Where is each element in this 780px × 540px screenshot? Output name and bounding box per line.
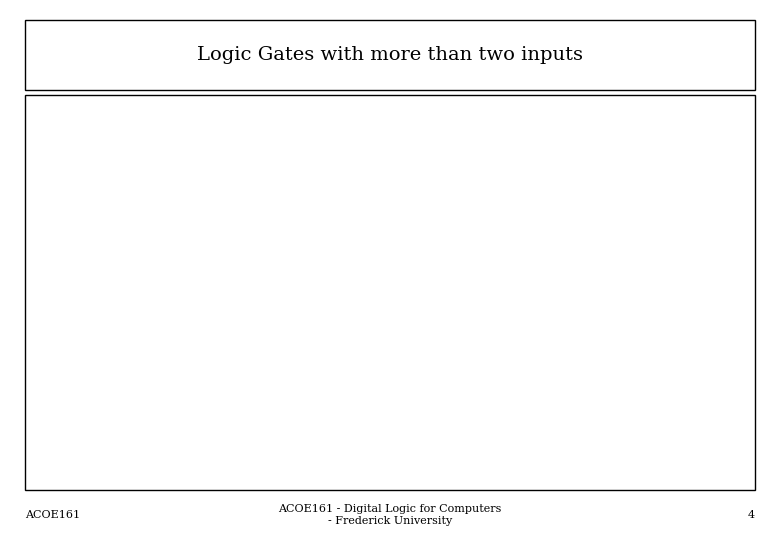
Text: 4: 4	[748, 510, 755, 520]
Bar	[25, 20, 755, 90]
Text: ACOE161 - Digital Logic for Computers
- Frederick University: ACOE161 - Digital Logic for Computers - …	[278, 504, 502, 526]
Text: ACOE161: ACOE161	[25, 510, 80, 520]
Bar	[25, 95, 755, 490]
Text: Logic Gates with more than two inputs: Logic Gates with more than two inputs	[197, 46, 583, 64]
